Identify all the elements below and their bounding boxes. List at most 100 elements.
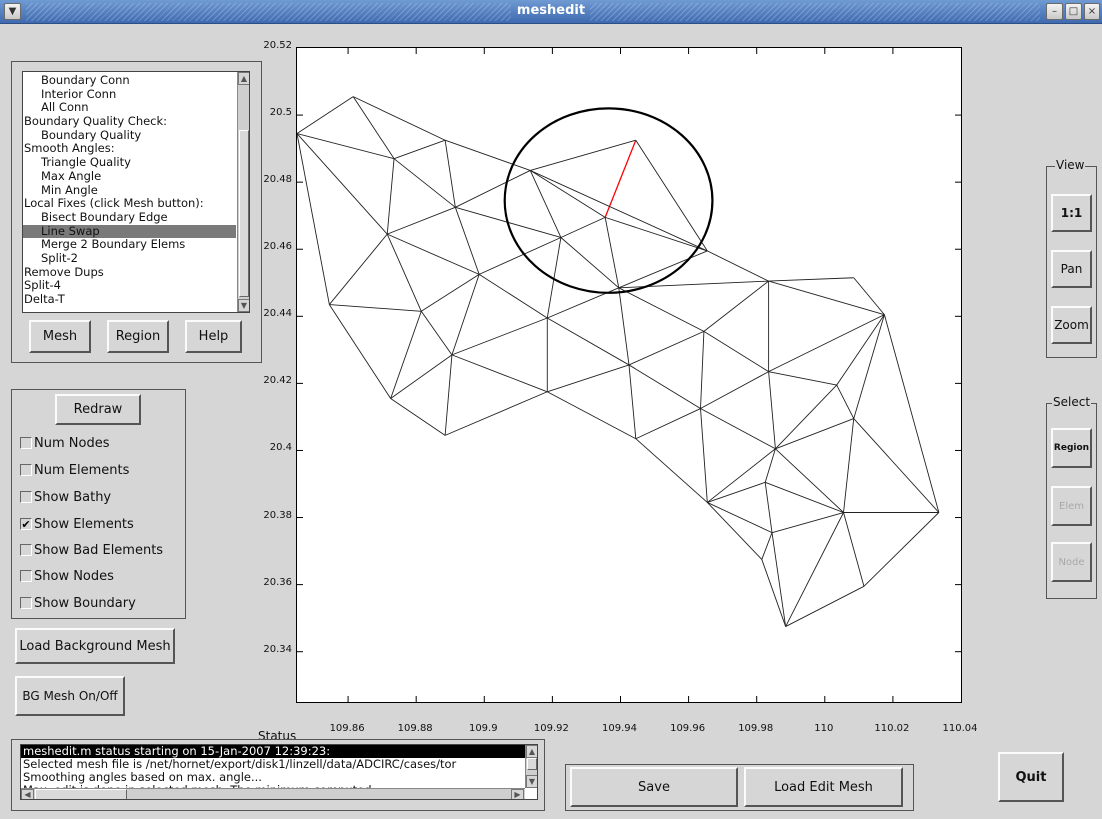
y-tick-label: 20.44 <box>263 308 292 320</box>
mesh-plot[interactable] <box>296 47 962 703</box>
mesh-edge <box>618 287 705 332</box>
scroll-right-arrow[interactable]: ▶ <box>511 789 524 799</box>
status-log[interactable]: meshedit.m status starting on 15-Jan-200… <box>20 744 538 800</box>
scroll-up-arrow[interactable]: ▲ <box>526 745 537 758</box>
show-bad-elements-checkbox[interactable]: Show Bad Elements <box>20 542 163 558</box>
quit-button[interactable]: Quit <box>998 752 1064 802</box>
menu-list-item[interactable]: Smooth Angles: <box>24 141 115 156</box>
y-tick-label: 20.4 <box>269 442 292 454</box>
mesh-edge <box>768 371 837 386</box>
mesh-edge <box>444 140 456 208</box>
select-region-button[interactable]: Region <box>1051 428 1092 468</box>
x-tick-label: 110.04 <box>942 723 978 734</box>
menu-list-item[interactable]: All Conn <box>41 100 89 115</box>
menu-listbox[interactable]: Boundary Conn Interior Conn All Conn Bounda… <box>22 71 250 313</box>
checkbox-label: Num Nodes <box>34 435 110 451</box>
mesh-edge <box>297 133 388 235</box>
menu-list-scrollbar[interactable]: ▲ ▼ <box>237 72 249 312</box>
zoom-button[interactable]: Zoom <box>1051 306 1092 344</box>
scroll-thumb[interactable] <box>527 758 537 770</box>
mesh-edge <box>546 237 562 319</box>
view-group-label: View <box>1055 158 1086 172</box>
load-edit-mesh-button[interactable]: Load Edit Mesh <box>744 767 903 807</box>
show-nodes-checkbox[interactable]: Show Nodes <box>20 568 114 584</box>
menu-list-item[interactable]: Split-2 <box>41 250 78 265</box>
num-elements-checkbox[interactable]: Num Elements <box>20 462 129 478</box>
mesh-button[interactable]: Mesh <box>29 320 91 353</box>
mesh-edge <box>451 354 548 393</box>
mesh-edge <box>297 96 354 134</box>
mesh-edge <box>771 512 844 534</box>
checkbox-box <box>20 544 32 556</box>
menu-list-item[interactable]: Delta-T <box>24 292 65 306</box>
menu-list-item[interactable]: Bisect Boundary Edge <box>41 209 168 224</box>
mesh-edge <box>390 311 422 399</box>
checkbox-label: Show Elements <box>34 516 134 532</box>
mesh-edge <box>703 331 769 373</box>
menu-panel <box>11 61 262 363</box>
menu-list-item[interactable]: Merge 2 Boundary Elems <box>41 237 186 252</box>
menu-list-item[interactable]: Boundary Quality <box>41 127 142 142</box>
menu-items: Boundary Conn Interior Conn All Conn Bounda… <box>23 73 236 307</box>
mesh-edge <box>836 384 855 419</box>
mesh-edge <box>444 139 531 171</box>
show-boundary-checkbox[interactable]: Show Boundary <box>20 595 136 611</box>
mesh-edge <box>328 304 392 399</box>
scroll-up-arrow[interactable]: ▲ <box>238 72 249 85</box>
scroll-thumb[interactable] <box>35 789 127 799</box>
mesh-edge <box>775 418 854 450</box>
x-tick-label: 109.88 <box>397 723 433 734</box>
menu-list-item[interactable]: Local Fixes (click Mesh button): <box>24 196 204 211</box>
mesh-edge <box>605 216 708 252</box>
mesh-edge <box>700 331 705 409</box>
scroll-down-arrow[interactable]: ▼ <box>526 775 537 788</box>
mesh-edge <box>628 364 701 409</box>
mesh-edge <box>386 158 395 235</box>
status-horizontal-scrollbar[interactable]: ◀ ▶ <box>21 788 525 799</box>
mesh-edge <box>444 391 548 436</box>
x-tick-label: 109.94 <box>601 723 637 734</box>
load-background-mesh-button[interactable]: Load Background Mesh <box>15 628 175 664</box>
menu-list-item[interactable]: Line Swap <box>23 224 236 239</box>
scroll-down-arrow[interactable]: ▼ <box>238 299 249 312</box>
mesh-edge <box>764 482 773 533</box>
status-panel: meshedit.m status starting on 15-Jan-200… <box>11 739 545 811</box>
menu-list-item[interactable]: Triangle Quality <box>41 155 131 170</box>
mesh-edge <box>393 139 446 160</box>
menu-list-item[interactable]: Min Angle <box>41 182 98 197</box>
mesh-edge <box>635 408 701 440</box>
redraw-button[interactable]: Redraw <box>55 394 141 425</box>
minimize-button[interactable]: – <box>1046 3 1063 20</box>
mesh-edge <box>530 170 606 218</box>
select-node-button[interactable]: Node <box>1051 542 1092 582</box>
scroll-thumb[interactable] <box>239 130 249 297</box>
show-bathy-checkbox[interactable]: Show Bathy <box>20 489 111 505</box>
mesh-edge <box>297 133 330 305</box>
select-elem-button[interactable]: Elem <box>1051 486 1092 526</box>
y-tick-label: 20.5 <box>269 107 292 119</box>
scroll-left-arrow[interactable]: ◀ <box>21 789 34 799</box>
maximize-button[interactable]: □ <box>1065 3 1082 20</box>
menu-list-item[interactable]: Interior Conn <box>41 86 117 101</box>
bg-mesh-toggle-button[interactable]: BG Mesh On/Off <box>15 676 125 716</box>
mesh-edge <box>628 330 705 366</box>
window-menu-button[interactable]: ▼ <box>4 3 21 20</box>
mesh-edge <box>635 139 708 252</box>
status-vertical-scrollbar[interactable]: ▲ ▼ <box>525 745 537 788</box>
mesh-edge <box>529 170 562 238</box>
show-elements-checkbox[interactable]: ✔ Show Elements <box>20 516 134 532</box>
menu-list-item[interactable]: Split-4 <box>24 278 61 293</box>
help-button[interactable]: Help <box>185 320 242 353</box>
num-nodes-checkbox[interactable]: Num Nodes <box>20 435 109 451</box>
menu-list-item[interactable]: Boundary Quality Check: <box>24 114 168 129</box>
one-to-one-button[interactable]: 1:1 <box>1051 194 1092 232</box>
edit-actions-panel <box>565 764 914 811</box>
menu-list-item[interactable]: Remove Dups <box>24 264 104 279</box>
close-button[interactable]: × <box>1084 3 1100 20</box>
region-button[interactable]: Region <box>107 320 169 353</box>
y-tick-label: 20.46 <box>263 241 292 253</box>
menu-list-item[interactable]: Boundary Conn <box>41 73 130 87</box>
save-button[interactable]: Save <box>570 767 738 807</box>
pan-button[interactable]: Pan <box>1051 250 1092 288</box>
menu-list-item[interactable]: Max Angle <box>41 168 102 183</box>
